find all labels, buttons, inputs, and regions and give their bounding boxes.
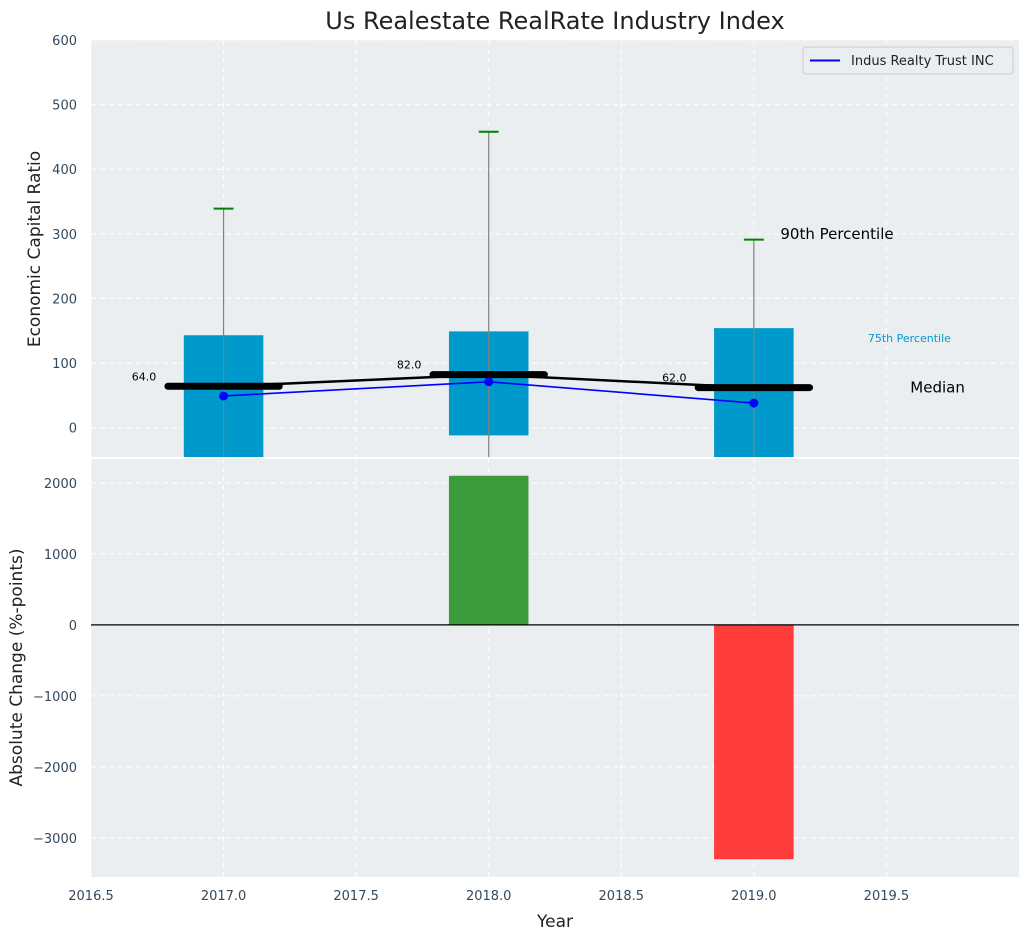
top-y-tick-label: 300: [52, 228, 77, 243]
bottom-y-tick-label: −1000: [33, 690, 77, 705]
series-point: [219, 391, 229, 401]
bottom-y-axis-title: Absolute Change (%-points): [7, 549, 27, 787]
bottom-y-tick-label: 2000: [44, 477, 77, 492]
x-tick-label: 2019.5: [864, 889, 910, 904]
series-point: [484, 377, 494, 387]
annotation-label: Median: [910, 379, 965, 397]
annotation-label: 75th Percentile: [868, 332, 951, 345]
top-y-tick-label: 500: [52, 99, 77, 114]
top-plot-area: [164, 130, 814, 458]
top-y-tick-label: 600: [52, 34, 77, 49]
change-bar: [714, 624, 794, 860]
chart-title: Us Realestate RealRate Industry Index: [325, 7, 784, 35]
top-y-tick-label: 100: [52, 357, 77, 372]
legend-label: Indus Realty Trust INC: [851, 54, 994, 69]
change-bar: [448, 475, 529, 625]
x-tick-label: 2017.0: [201, 889, 247, 904]
top-y-tick-label: 200: [52, 292, 77, 307]
bottom-y-tick-label: 1000: [44, 548, 77, 563]
median-value-label: 82.0: [397, 359, 422, 372]
x-axis-title: Year: [536, 912, 573, 932]
annotation-label: 90th Percentile: [780, 225, 893, 243]
series-point: [749, 398, 759, 408]
median-value-label: 62.0: [662, 372, 687, 385]
legend-box: [802, 46, 1014, 75]
bottom-y-tick-label: −2000: [33, 761, 77, 776]
x-tick-label: 2018.5: [599, 889, 645, 904]
top-y-axis-title: Economic Capital Ratio: [25, 151, 45, 347]
bottom-y-tick-label: 0: [69, 619, 77, 634]
x-tick-label: 2018.0: [466, 889, 512, 904]
median-value-label: 64.0: [132, 370, 157, 383]
top-y-tick-label: 0: [69, 422, 77, 437]
bottom-panel-background: [91, 458, 1019, 877]
x-tick-label: 2019.0: [731, 889, 777, 904]
bottom-y-tick-label: −3000: [33, 832, 77, 847]
x-tick-label: 2016.5: [68, 889, 114, 904]
x-tick-label: 2017.5: [333, 889, 379, 904]
top-y-tick-label: 400: [52, 163, 77, 178]
